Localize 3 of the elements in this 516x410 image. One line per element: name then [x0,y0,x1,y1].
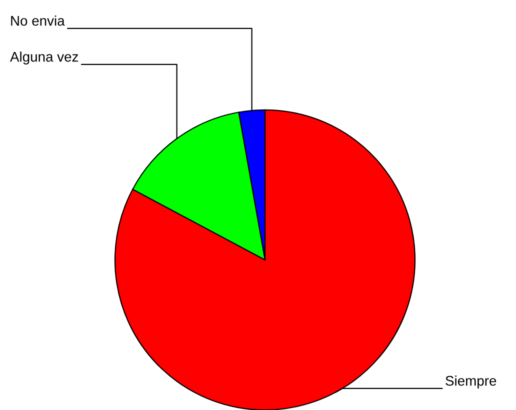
slice-label: No envia [11,16,65,26]
slice-label: Alguna vez [10,52,78,64]
slice-label: Siempre [446,376,496,388]
